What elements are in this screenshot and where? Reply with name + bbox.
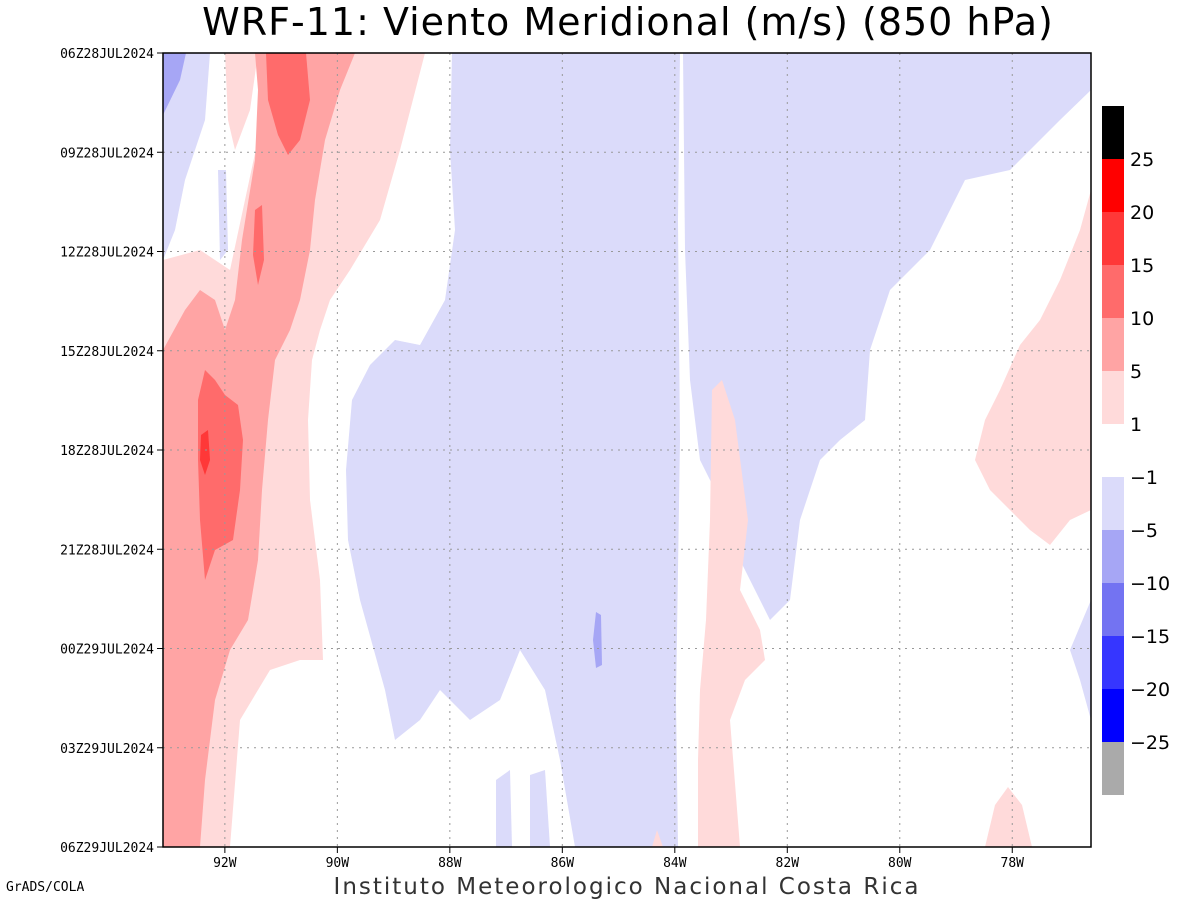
colorbar-label: 15 <box>1130 255 1154 277</box>
red-region-west-light-strip <box>225 53 258 150</box>
red-region-east <box>975 190 1091 545</box>
colorbar-label: 20 <box>1130 202 1154 224</box>
red-region-west-medium <box>163 53 355 847</box>
y-tick-label: 00Z29JUL2024 <box>60 643 154 658</box>
colorbar-label: 10 <box>1130 308 1154 330</box>
x-tick-label: 88W <box>438 856 462 871</box>
red-region-center-east <box>698 380 765 847</box>
colorbar-label: −10 <box>1130 573 1170 595</box>
colorbar-label: 1 <box>1130 414 1142 436</box>
y-tick-label: 21Z28JUL2024 <box>60 543 154 558</box>
blue-region-northwest <box>163 53 210 260</box>
red-region-west-strong-strip <box>253 205 264 285</box>
colorbar-label: 5 <box>1130 361 1142 383</box>
y-tick-label: 15Z28JUL2024 <box>60 345 154 360</box>
blue-region-south-1 <box>496 770 512 847</box>
colorbar-swatch <box>1102 371 1124 424</box>
red-region-southeast <box>985 787 1032 847</box>
blue-region-medium-center <box>593 612 602 668</box>
colorbar-swatch <box>1102 265 1124 318</box>
grid-lines <box>163 53 1091 847</box>
y-tick-label: 06Z29JUL2024 <box>60 841 154 856</box>
x-tick-label: 84W <box>663 856 687 871</box>
colorbar-label: −25 <box>1130 732 1170 754</box>
x-tick-label: 82W <box>776 856 800 871</box>
colorbar-swatch <box>1102 212 1124 265</box>
colorbar-label: −1 <box>1130 467 1158 489</box>
colorbar-swatch <box>1102 424 1124 477</box>
x-tick-label: 78W <box>1001 856 1025 871</box>
credit-institution: Instituto Meteorologico Nacional Costa R… <box>333 874 921 900</box>
colorbar-swatch <box>1102 477 1124 530</box>
colorbar-swatch <box>1102 530 1124 583</box>
blue-region-east <box>683 53 1091 620</box>
x-tick-label: 80W <box>888 856 912 871</box>
x-tick-label: 86W <box>551 856 575 871</box>
colorbar: 25 20 15 10 5 1 −1 −5 −10 −15 −20 −25 <box>1102 106 1170 795</box>
colorbar-label: −20 <box>1130 679 1170 701</box>
x-tick-label: 92W <box>213 856 237 871</box>
colorbar-label: −15 <box>1130 626 1170 648</box>
blue-region-far-east <box>1070 600 1091 720</box>
colorbar-label: 25 <box>1130 149 1154 171</box>
colorbar-swatch <box>1102 583 1124 636</box>
y-tick-label: 06Z28JUL2024 <box>60 47 154 62</box>
red-region-spot <box>652 830 663 847</box>
blue-region-strip <box>218 170 228 260</box>
colorbar-swatch <box>1102 159 1124 212</box>
colorbar-swatch <box>1102 689 1124 742</box>
colorbar-swatch <box>1102 106 1124 159</box>
y-tick-label: 18Z28JUL2024 <box>60 444 154 459</box>
y-tick-label: 03Z29JUL2024 <box>60 742 154 757</box>
chart-title: WRF-11: Viento Meridional (m/s) (850 hPa… <box>202 0 1054 44</box>
blue-region-medium-nw <box>163 53 186 115</box>
x-axis: 92W 90W 88W 86W 84W 82W 80W 78W <box>213 847 1024 871</box>
colorbar-swatch <box>1102 742 1124 795</box>
colorbar-swatch <box>1102 636 1124 689</box>
y-tick-label: 12Z28JUL2024 <box>60 246 154 261</box>
red-region-west-max <box>200 430 210 475</box>
colorbar-swatch <box>1102 318 1124 371</box>
red-region-west-strong-mid <box>198 370 243 580</box>
credit-grads: GrADS/COLA <box>6 880 85 895</box>
colorbar-label: −5 <box>1130 520 1158 542</box>
blue-region-south-2 <box>530 770 550 847</box>
y-axis: 06Z28JUL2024 09Z28JUL2024 12Z28JUL2024 15Z2… <box>60 47 163 856</box>
red-region-west-strong-north <box>266 53 310 155</box>
x-tick-label: 90W <box>326 856 350 871</box>
y-tick-label: 09Z28JUL2024 <box>60 146 154 161</box>
